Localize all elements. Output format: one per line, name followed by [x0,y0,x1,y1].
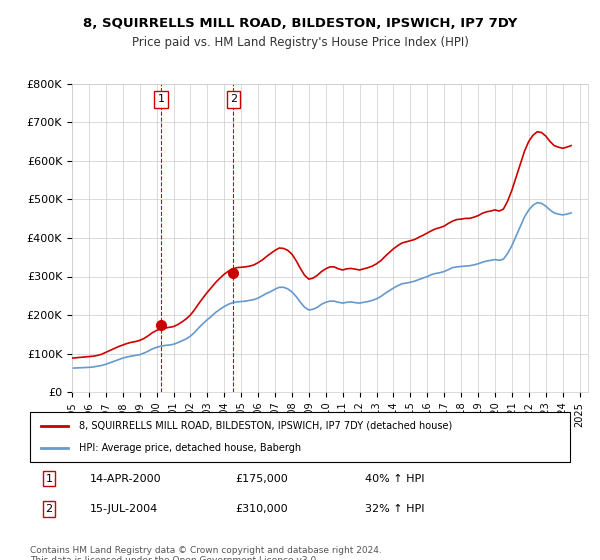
Text: 40% ↑ HPI: 40% ↑ HPI [365,474,424,484]
FancyBboxPatch shape [30,412,570,462]
Text: 1: 1 [46,474,52,484]
Text: 32% ↑ HPI: 32% ↑ HPI [365,504,424,514]
Text: Price paid vs. HM Land Registry's House Price Index (HPI): Price paid vs. HM Land Registry's House … [131,36,469,49]
Text: 8, SQUIRRELLS MILL ROAD, BILDESTON, IPSWICH, IP7 7DY: 8, SQUIRRELLS MILL ROAD, BILDESTON, IPSW… [83,17,517,30]
Text: 2: 2 [230,95,237,104]
Text: 2: 2 [46,504,52,514]
Text: 15-JUL-2004: 15-JUL-2004 [89,504,158,514]
Text: £175,000: £175,000 [235,474,288,484]
Text: 1: 1 [158,95,165,104]
Text: 8, SQUIRRELLS MILL ROAD, BILDESTON, IPSWICH, IP7 7DY (detached house): 8, SQUIRRELLS MILL ROAD, BILDESTON, IPSW… [79,421,452,431]
Text: £310,000: £310,000 [235,504,288,514]
Text: Contains HM Land Registry data © Crown copyright and database right 2024.
This d: Contains HM Land Registry data © Crown c… [30,546,382,560]
Text: 14-APR-2000: 14-APR-2000 [89,474,161,484]
Text: HPI: Average price, detached house, Babergh: HPI: Average price, detached house, Babe… [79,443,301,453]
